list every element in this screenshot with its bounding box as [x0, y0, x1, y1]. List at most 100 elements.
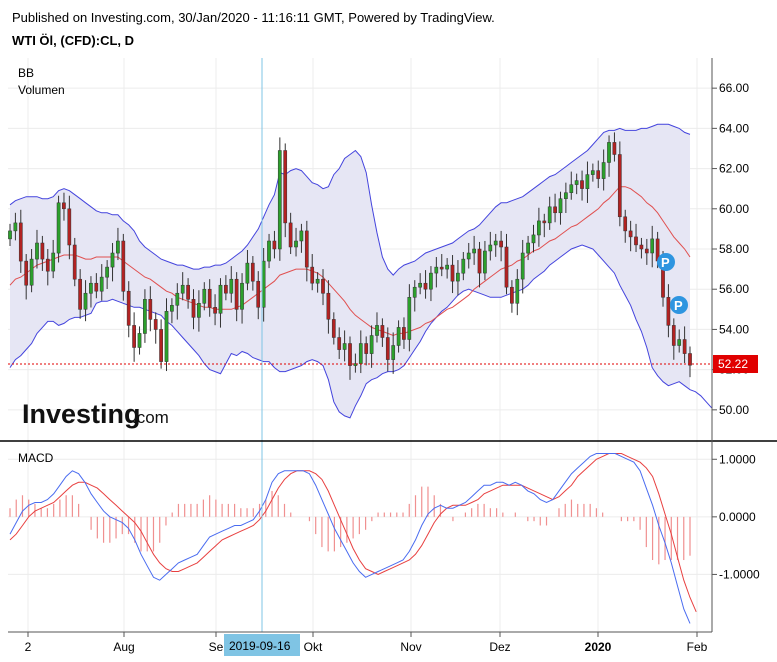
candle-body	[429, 272, 433, 290]
candle-body	[580, 180, 584, 189]
candle-body	[83, 292, 88, 310]
candle-body	[639, 244, 644, 250]
candle-body	[13, 222, 18, 232]
candle-body	[72, 244, 77, 280]
candle-body	[304, 230, 309, 268]
candle-body	[623, 216, 628, 232]
macd-line	[9, 453, 691, 624]
marker-p-2[interactable]: P	[670, 296, 688, 314]
candle-body	[369, 335, 374, 354]
candle-body	[483, 250, 487, 274]
candle-body	[29, 258, 34, 286]
candle-body	[256, 280, 261, 308]
volume-legend-label[interactable]: Volumen	[18, 83, 65, 97]
candle-body	[412, 286, 417, 298]
candle-body	[542, 220, 547, 224]
x-tick-label: Feb	[687, 640, 708, 654]
candle-body	[89, 282, 93, 294]
candle-body	[574, 180, 579, 185]
candle-body	[564, 192, 568, 199]
bb-upper-line	[9, 123, 691, 276]
marker-p-1[interactable]: P	[657, 253, 675, 271]
candle-body	[191, 299, 196, 318]
svg-text:P: P	[674, 298, 683, 313]
candle-body	[234, 278, 239, 310]
candle-body	[62, 202, 66, 210]
candle-body	[175, 292, 180, 306]
candle-body	[342, 343, 347, 350]
candle-body	[396, 327, 401, 346]
candle-body	[153, 319, 158, 330]
candle-body	[499, 240, 503, 248]
candle-body	[99, 276, 104, 292]
candle-body	[78, 278, 82, 310]
candle-body	[650, 238, 655, 254]
candle-body	[418, 282, 422, 288]
candle-body	[461, 258, 466, 274]
macd-legend-label[interactable]: MACD	[18, 451, 54, 465]
candle-body	[299, 230, 304, 242]
candle-body	[634, 236, 638, 246]
candle-body	[585, 174, 590, 189]
candlesticks	[8, 132, 692, 380]
candle-body	[612, 142, 617, 155]
candle-body	[402, 327, 406, 340]
candle-body	[40, 242, 45, 260]
published-info: Published on Investing.com, 30/Jan/2020 …	[12, 10, 495, 25]
x-tick-label: 2	[25, 640, 32, 654]
bb-legend-label[interactable]: BB	[18, 66, 34, 80]
candle-body	[240, 282, 244, 310]
candle-body	[407, 297, 412, 340]
candle-body	[348, 343, 352, 366]
candle-body	[8, 230, 12, 240]
candle-body	[472, 248, 476, 254]
candle-body	[601, 162, 606, 179]
candle-body	[553, 206, 557, 214]
candle-body	[315, 278, 320, 284]
candle-body	[493, 240, 498, 246]
y-tick-label: 64.00	[719, 121, 749, 135]
candle-body	[520, 252, 525, 280]
y-tick-label: 54.00	[719, 322, 749, 336]
candle-body	[186, 284, 190, 300]
x-tick-label: Nov	[400, 640, 421, 654]
candle-body	[143, 299, 147, 334]
candle-body	[364, 343, 369, 354]
crosshair-date-badge	[224, 634, 300, 656]
candle-body	[434, 266, 439, 274]
svg-text:P: P	[661, 255, 670, 270]
x-tick-label: 2020	[585, 640, 612, 654]
candle-body	[537, 220, 541, 236]
candle-body	[358, 343, 363, 364]
candle-body	[18, 222, 23, 262]
candle-body	[353, 363, 358, 366]
candle-body	[148, 299, 153, 320]
candle-body	[121, 240, 126, 292]
candle-body	[294, 240, 298, 248]
last-price-badge	[713, 355, 758, 373]
candle-body	[267, 240, 271, 262]
candle-body	[590, 170, 595, 175]
candle-body	[515, 278, 520, 304]
candle-body	[250, 262, 255, 282]
price-y-ticks: 50.0052.0054.0056.0058.0060.0062.0064.00…	[712, 81, 749, 417]
y-tick-label: 58.00	[719, 242, 749, 256]
y-tick-label: 62.00	[719, 162, 749, 176]
y-tick-label: 50.00	[719, 403, 749, 417]
candle-body	[450, 264, 455, 282]
candle-body	[547, 206, 552, 224]
candle-body	[218, 284, 223, 314]
crosshair-date-label: 2019-09-16	[229, 639, 291, 653]
candle-body	[688, 353, 692, 366]
candle-body	[110, 252, 115, 268]
candle-body	[229, 278, 234, 294]
candle-body	[272, 240, 277, 250]
candle-body	[375, 325, 379, 336]
candle-body	[526, 242, 530, 254]
candle-body	[207, 288, 212, 308]
candle-body	[224, 284, 228, 294]
candle-body	[423, 282, 428, 290]
candle-body	[682, 339, 687, 354]
candle-body	[607, 142, 611, 163]
